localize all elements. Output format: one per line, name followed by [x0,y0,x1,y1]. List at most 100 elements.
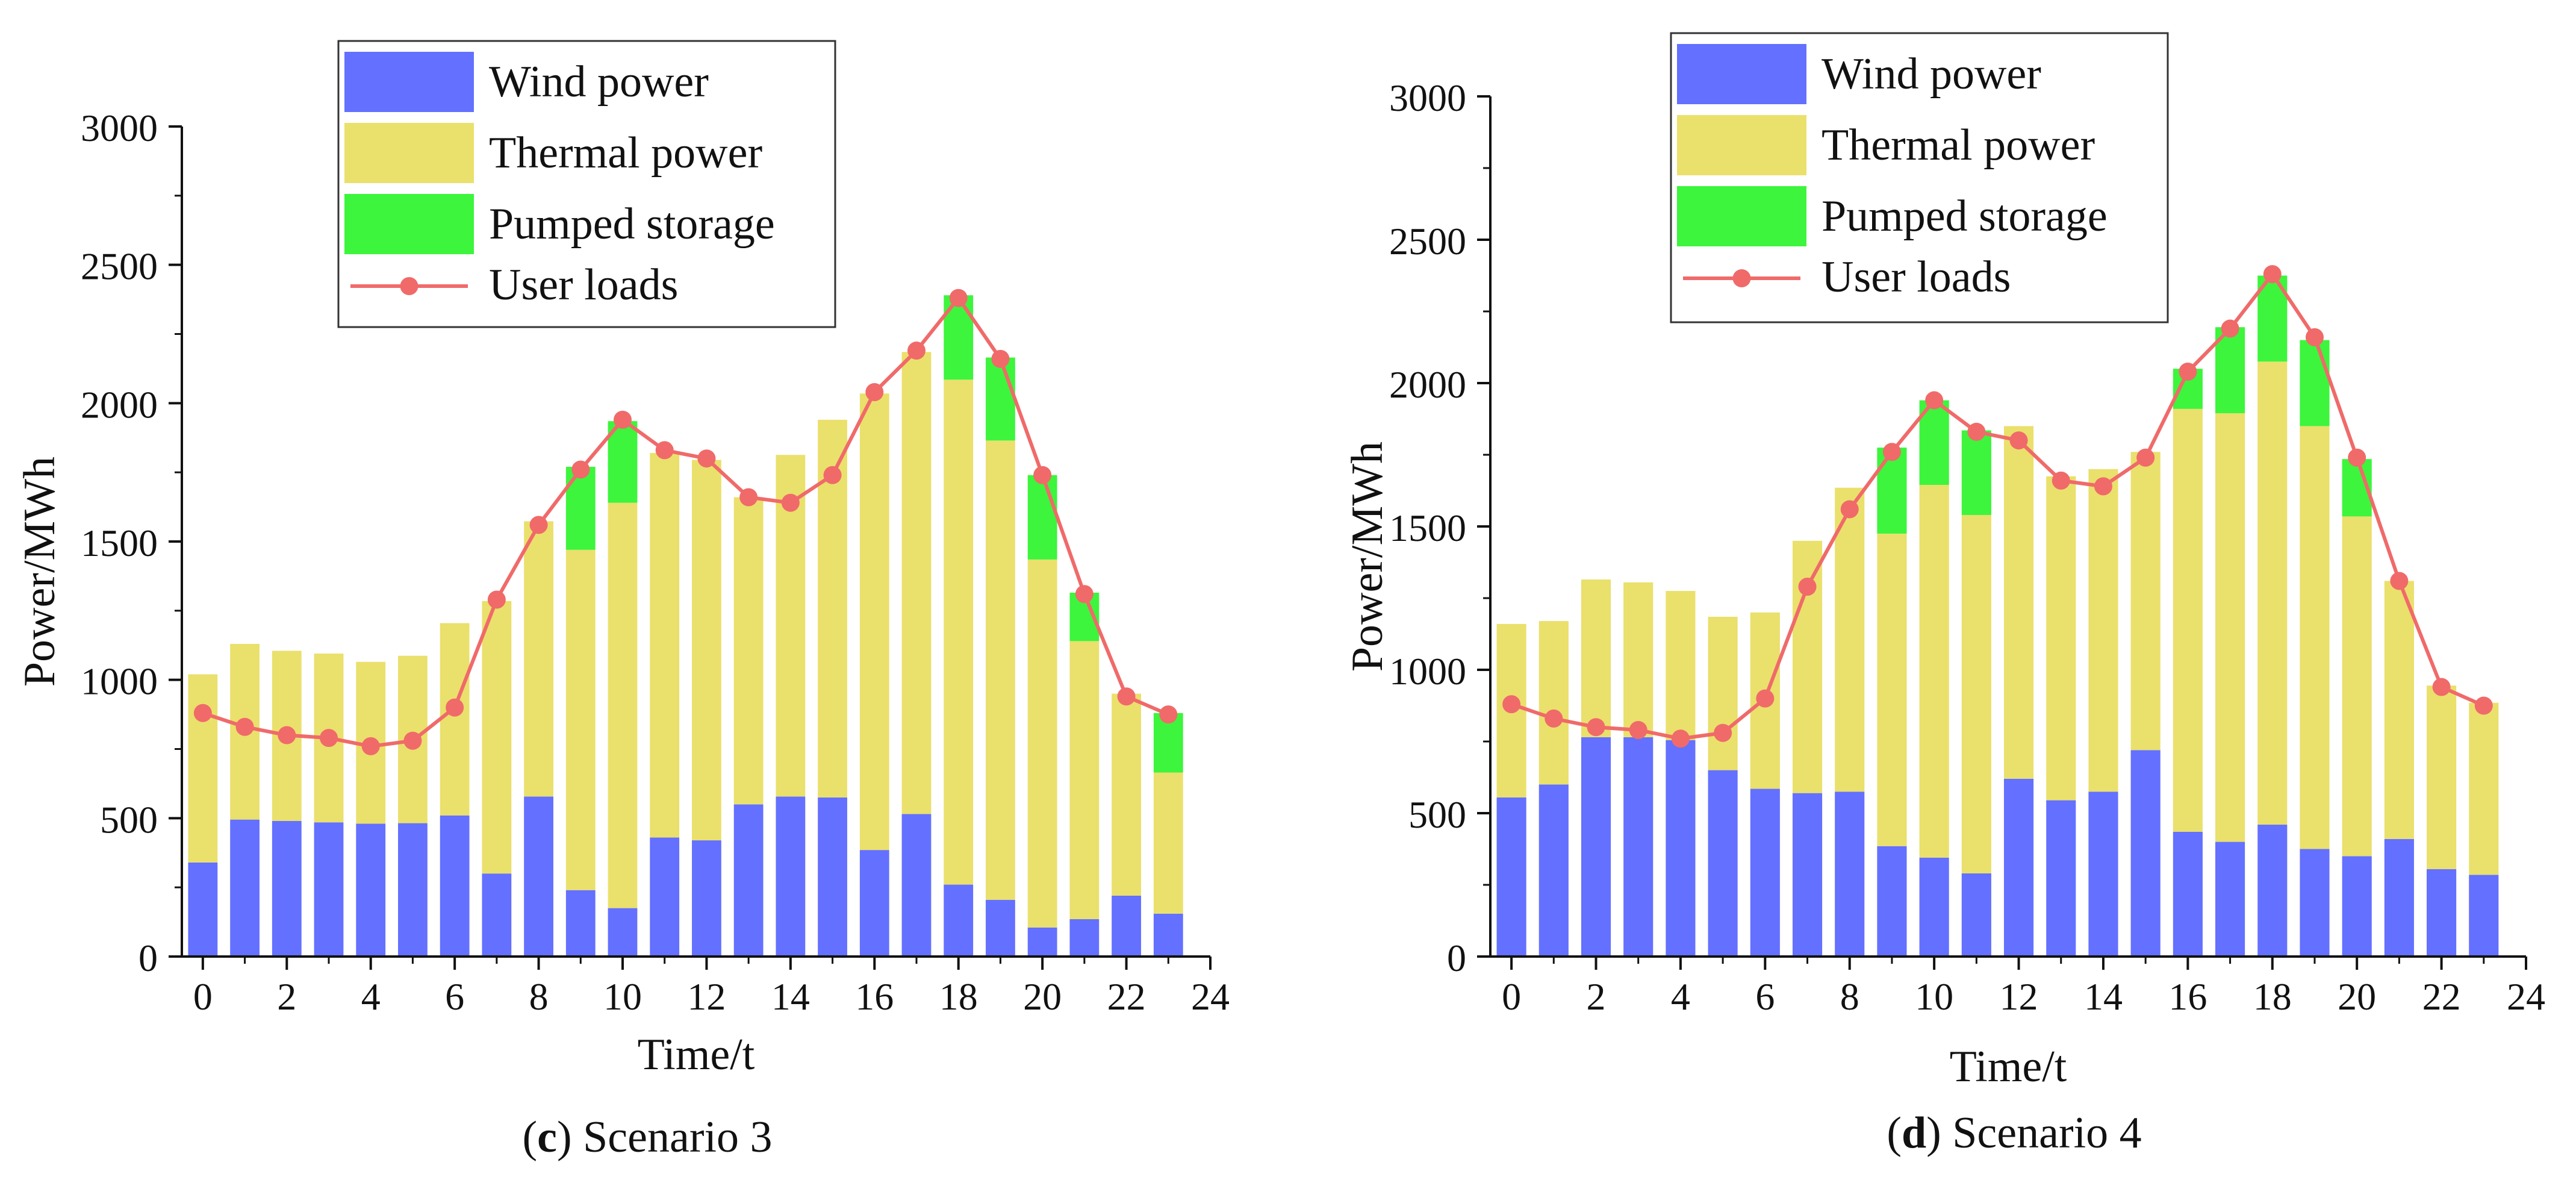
x-tick-label: 16 [855,975,894,1018]
x-tick-label: 24 [2507,975,2545,1018]
legend-swatch-pumped-storage [344,194,474,254]
x-tick-label: 16 [2168,975,2207,1018]
x-axis-title: Time/t [1950,1042,2067,1091]
bar-pumped-storage-18 [944,295,974,380]
caption-paren-open: ( [1887,1108,1902,1158]
user-loads-point-5 [403,731,422,750]
legend-label: Wind power [1822,49,2041,99]
user-loads-point-18 [2263,265,2282,284]
y-tick-label: 1000 [1389,650,1466,693]
y-tick-label: 0 [138,937,158,979]
caption-paren-open: ( [522,1113,537,1162]
bar-wind-power-8 [1835,791,1865,957]
y-tick-label: 2500 [81,245,158,288]
bar-wind-power-11 [1961,873,1991,957]
x-tick-label: 24 [1191,975,1230,1018]
bar-thermal-power-16 [859,393,889,851]
y-tick-label: 500 [1408,793,1466,836]
user-loads-point-10 [1925,391,1944,410]
bar-wind-power-7 [482,873,512,957]
x-tick-label: 6 [1755,975,1775,1018]
bar-pumped-storage-17 [2215,327,2245,413]
user-loads-point-19 [2305,328,2324,346]
bar-wind-power-3 [1623,737,1654,957]
caption-letter: c [537,1113,557,1162]
user-loads-point-9 [571,460,590,479]
bar-wind-power-1 [230,819,260,957]
user-loads-point-14 [781,493,800,512]
x-tick-label: 6 [445,975,464,1018]
bar-thermal-power-20 [1027,559,1057,928]
x-tick-label: 10 [603,975,642,1018]
user-loads-point-0 [1502,695,1521,714]
user-loads-point-11 [655,441,674,460]
bar-thermal-power-19 [986,440,1015,900]
bar-pumped-storage-20 [1027,475,1057,560]
bar-thermal-power-14 [2088,469,2118,792]
x-tick-label: 4 [361,975,381,1018]
x-tick-label: 0 [193,975,213,1018]
bar-wind-power-9 [565,890,596,957]
bar-wind-power-16 [2173,831,2203,957]
bar-thermal-power-21 [1069,641,1100,919]
bar-wind-power-14 [2088,791,2118,957]
bars-group [188,295,1183,957]
legend-label: Thermal power [1822,120,2095,170]
x-tick-label: 22 [2422,975,2461,1018]
user-loads-point-16 [865,382,884,401]
bar-thermal-power-17 [2215,413,2245,842]
x-axis-title: Time/t [638,1030,755,1079]
bar-thermal-power-21 [2384,581,2414,839]
bar-wind-power-14 [776,796,806,957]
user-loads-point-9 [1882,443,1901,461]
bar-wind-power-12 [692,840,721,957]
bar-wind-power-2 [1581,737,1611,957]
user-loads-point-0 [193,704,212,722]
y-tick-label: 1000 [81,660,158,703]
user-loads-point-21 [2390,572,2409,590]
bar-wind-power-9 [1877,846,1907,957]
user-loads-point-14 [2094,477,2112,496]
user-loads-point-4 [1671,729,1690,748]
x-tick-label: 0 [1502,975,1521,1018]
bar-thermal-power-23 [2469,702,2499,875]
user-loads-point-1 [1545,709,1563,728]
bar-thermal-power-8 [524,521,553,797]
bar-wind-power-18 [944,884,974,957]
bar-wind-power-7 [1792,793,1823,957]
bar-wind-power-21 [2384,838,2414,957]
user-loads-point-10 [614,410,632,429]
user-loads-point-4 [361,737,380,755]
bar-wind-power-23 [1153,913,1183,957]
bar-wind-power-17 [901,814,932,957]
user-loads-point-17 [907,342,926,360]
user-loads-point-7 [487,590,506,609]
x-tick-label: 14 [771,975,810,1018]
bar-thermal-power-18 [2257,361,2288,825]
user-loads-point-23 [1159,705,1178,724]
bar-thermal-power-0 [188,674,218,863]
bar-thermal-power-4 [1666,591,1696,740]
caption-paren-close: ) [557,1113,572,1162]
user-loads-line [1511,270,2485,741]
bars-group [1496,275,2499,957]
bar-pumped-storage-9 [1877,448,1907,534]
y-tick-label: 2000 [81,383,158,426]
user-loads-point-8 [529,516,548,534]
bar-thermal-power-16 [2173,408,2203,832]
caption-paren-close: ) [1926,1108,1941,1158]
user-loads-point-18 [949,289,968,307]
x-tick-label: 22 [1107,975,1146,1018]
bar-wind-power-3 [314,822,344,957]
user-loads-point-20 [1033,466,1052,484]
bar-thermal-power-13 [733,497,764,805]
legend-swatch-pumped-storage [1677,186,1806,246]
user-loads-point-2 [1587,718,1605,737]
bar-wind-power-4 [356,823,386,957]
x-tick-label: 12 [687,975,726,1018]
bar-thermal-power-12 [2003,426,2034,779]
legend-swatch-thermal-power [1677,115,1806,175]
bar-thermal-power-20 [2342,516,2372,857]
user-loads-point-17 [2221,319,2239,338]
